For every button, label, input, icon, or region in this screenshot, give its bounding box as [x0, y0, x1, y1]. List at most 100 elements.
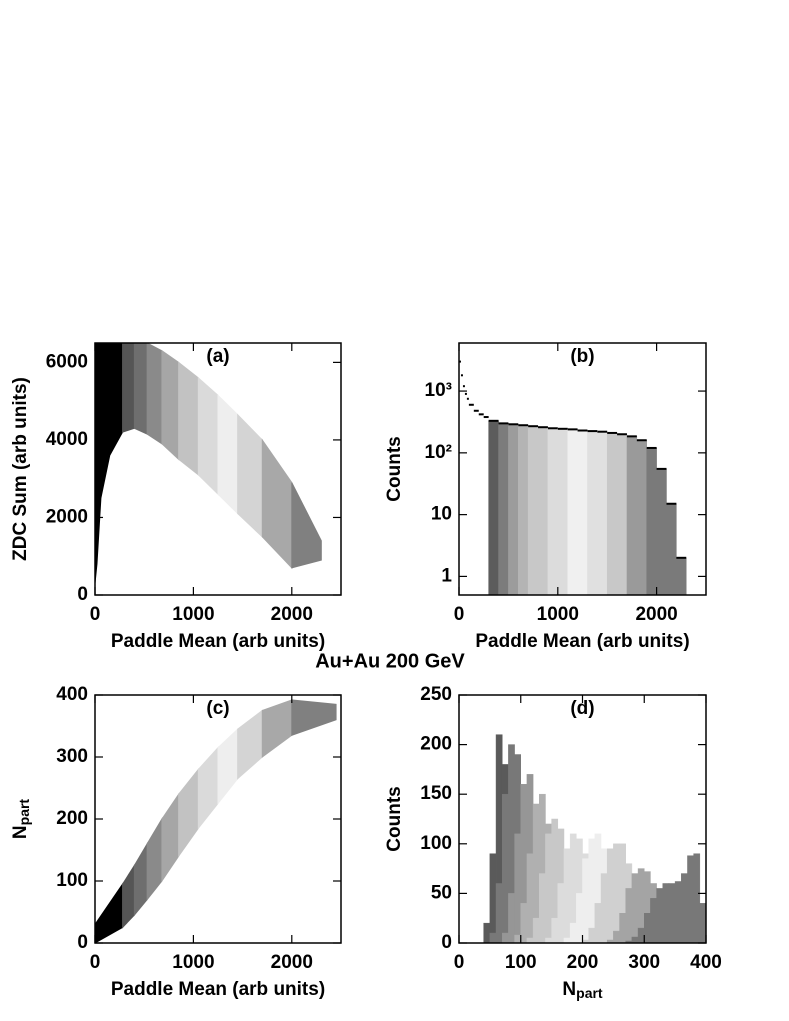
plot-frame — [94, 342, 342, 596]
x-tick-label: 0 — [90, 604, 101, 625]
histogram-bar — [588, 927, 596, 943]
y-tick-label: 1 — [441, 565, 452, 586]
histogram-bar — [594, 903, 602, 943]
density-region — [237, 709, 263, 780]
density-region — [291, 482, 322, 569]
label-sub: part — [16, 799, 32, 826]
panel-label: (a) — [206, 346, 229, 367]
histogram-bar — [637, 927, 645, 943]
x-tick-label: 2000 — [271, 604, 313, 625]
x-tick-label: 400 — [690, 952, 722, 973]
plot-area — [95, 699, 337, 943]
histogram-bar — [606, 432, 618, 595]
density-region — [122, 343, 135, 433]
histogram-bar — [681, 873, 688, 943]
density-region — [95, 882, 124, 943]
histogram-bar — [520, 903, 528, 943]
x-tick-label: 200 — [567, 952, 599, 973]
y-tick-label: 200 — [56, 808, 88, 829]
density-region — [133, 841, 148, 917]
histogram-bar — [656, 888, 664, 943]
plot-area — [95, 343, 322, 584]
density-region — [161, 349, 180, 461]
panel-label: (b) — [570, 346, 594, 367]
x-tick-label: 0 — [90, 952, 101, 973]
x-tick-label: 2000 — [271, 952, 313, 973]
density-region — [161, 792, 180, 883]
x-tick-label: 1000 — [537, 604, 579, 625]
histogram-bar — [488, 420, 499, 595]
histogram-bar — [631, 936, 639, 943]
histogram-bar — [699, 903, 706, 943]
histogram-bar — [473, 410, 480, 595]
density-region — [291, 699, 337, 737]
density-region — [197, 376, 219, 496]
histogram-bar — [656, 468, 667, 595]
histogram-bar — [547, 428, 559, 595]
density-region — [133, 343, 148, 435]
histogram-bar — [466, 398, 470, 595]
y-tick-label: 10² — [425, 442, 452, 463]
panel-label: (d) — [570, 698, 594, 719]
histogram-bar — [501, 793, 509, 943]
histogram-bar — [644, 912, 651, 943]
histogram-bar — [495, 883, 503, 943]
x-tick-label: 0 — [454, 952, 465, 973]
density-region — [237, 413, 263, 539]
plot-area — [483, 734, 706, 943]
histogram-bar — [532, 917, 540, 943]
histogram-bar — [539, 873, 546, 943]
histogram-bar — [588, 838, 596, 943]
y-tick-label: 100 — [56, 870, 88, 891]
histogram-bar — [508, 893, 515, 943]
histogram-bar — [501, 932, 509, 943]
plot-area — [459, 360, 687, 595]
density-region — [122, 863, 135, 929]
x-axis-label: Npart — [562, 979, 603, 1001]
histogram-bar — [687, 855, 694, 943]
histogram-bar — [631, 873, 639, 943]
x-tick-label: 100 — [505, 952, 537, 973]
y-tick-label: 400 — [56, 684, 88, 705]
histogram-bar — [613, 930, 620, 943]
histogram-bar — [636, 439, 647, 595]
histogram-bar — [489, 853, 497, 943]
y-axis-label: Counts — [384, 436, 405, 501]
histogram-bar — [674, 881, 682, 943]
histogram-bar — [668, 883, 676, 943]
histogram-bar — [625, 888, 633, 943]
histogram-bar — [478, 414, 484, 595]
histogram-bar — [557, 428, 568, 595]
density-region — [217, 727, 239, 805]
histogram-bar — [613, 843, 620, 943]
histogram-bar — [527, 425, 539, 595]
histogram-bar — [616, 434, 628, 595]
histogram-bar — [626, 436, 638, 595]
histogram-bar — [526, 853, 534, 943]
y-tick-label: 6000 — [46, 351, 88, 372]
histogram-bar — [600, 873, 608, 943]
y-axis-label: Counts — [384, 786, 405, 851]
histogram-bar — [537, 426, 549, 595]
density-region — [146, 817, 163, 902]
density-region — [197, 746, 219, 830]
x-axis-label: Paddle Mean (arb units) — [111, 979, 325, 1000]
histogram-bar — [662, 883, 670, 943]
density-region — [178, 767, 199, 858]
histogram-bar — [582, 858, 589, 943]
y-tick-label: 100 — [420, 833, 452, 854]
histogram-bar — [676, 557, 687, 595]
y-tick-label: 4000 — [46, 429, 88, 450]
histogram-bar — [508, 424, 519, 595]
x-tick-label: 2000 — [635, 604, 677, 625]
y-tick-label: 0 — [441, 932, 452, 953]
label-main: N — [562, 979, 576, 1000]
y-tick-label: 200 — [420, 734, 452, 755]
histogram-bar — [619, 912, 626, 943]
density-region — [217, 394, 239, 515]
histogram-bar — [462, 385, 466, 595]
figure-title: Au+Au 200 GeV — [315, 650, 465, 672]
y-tick-label: 150 — [420, 783, 452, 804]
histogram-bar — [464, 393, 468, 595]
